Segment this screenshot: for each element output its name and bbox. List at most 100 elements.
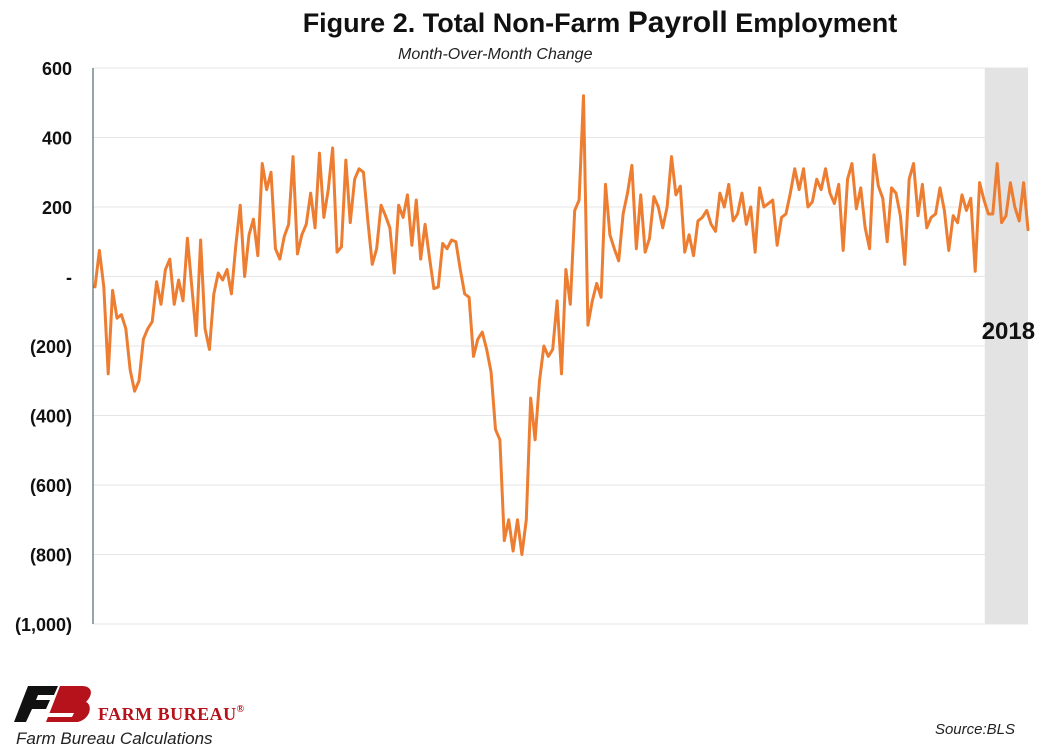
data-point [441,242,444,245]
data-point [780,216,783,219]
data-point [494,428,497,431]
data-point [965,209,968,212]
data-point [300,233,304,236]
data-point [269,171,273,174]
data-point [582,94,585,98]
data-point [705,209,708,212]
data-point [767,202,770,205]
data-point [181,299,185,303]
data-point [613,247,616,250]
data-point [973,270,977,273]
data-point [410,244,414,247]
data-point [353,178,356,181]
data-point [872,153,876,157]
data-point [274,247,277,250]
data-point [881,197,884,200]
data-point [951,214,955,217]
data-point [107,372,110,375]
data-point [890,186,893,190]
data-point [375,247,378,250]
data-point [313,226,317,230]
data-point [217,271,220,275]
data-point [278,257,282,261]
data-point [305,223,308,226]
data-point [745,223,748,226]
data-point [819,188,823,191]
data-point [472,355,475,358]
data-point [784,212,788,216]
data-point [617,259,620,263]
data-point [731,219,735,223]
data-point [885,240,889,243]
brand-text: FARM BUREAU [98,704,237,724]
data-point [529,396,532,400]
data-point [393,271,396,275]
data-point [93,285,97,289]
data-point [665,205,669,209]
data-point [714,230,717,233]
data-point [987,212,990,216]
data-point [841,249,845,252]
y-axis-ticks: 600 400 200 - (200) (400) (600) (800) (1,000) [15,59,72,635]
y-tick-label: (800) [30,546,72,566]
data-point [1026,228,1030,231]
data-point [164,268,167,271]
data-point [982,198,986,202]
data-point [476,337,480,341]
data-point [287,223,290,226]
data-point [599,296,603,299]
data-point [850,162,854,165]
data-point [221,278,224,282]
data-point [155,280,158,283]
data-point [459,268,462,271]
data-point [929,216,933,219]
series-points [93,94,1030,556]
data-point [916,214,920,217]
data-point [626,191,629,195]
data-point [340,245,343,249]
data-point [256,254,260,257]
data-point [428,256,431,259]
data-point [489,370,493,374]
data-point [775,244,779,247]
data-point [142,337,145,341]
data-point [687,233,691,236]
data-point [520,553,524,556]
data-point [991,212,994,216]
chart-subtitle: Month-Over-Month Change [398,46,593,63]
data-point [173,303,176,306]
data-point [186,237,189,240]
data-point [415,198,418,202]
data-point [753,250,757,254]
data-point [771,198,774,202]
data-point [102,285,106,289]
data-point [692,254,695,257]
farm-bureau-logo-icon [14,686,91,722]
data-point [586,323,590,327]
data-point [573,209,576,212]
highlight-2018-region [984,68,1028,624]
data-point [331,146,334,150]
data-point [243,275,246,278]
data-point [811,200,814,203]
calculations-note: Farm Bureau Calculations [16,729,213,748]
data-point [670,155,673,158]
data-point [129,369,132,372]
data-point [833,202,836,205]
data-point [397,204,400,207]
data-point [450,238,453,242]
data-point [168,257,172,261]
data-point [542,344,546,348]
data-point [379,204,383,207]
data-point [639,193,642,197]
data-point [1004,214,1008,217]
data-point [855,207,858,210]
data-point [384,214,387,217]
data-point [423,223,427,226]
data-point [283,235,286,238]
y-tick-label: 200 [42,198,72,218]
y-tick-label: (1,000) [15,615,72,635]
data-point [758,186,761,190]
data-point [701,216,704,219]
data-point [261,162,264,165]
